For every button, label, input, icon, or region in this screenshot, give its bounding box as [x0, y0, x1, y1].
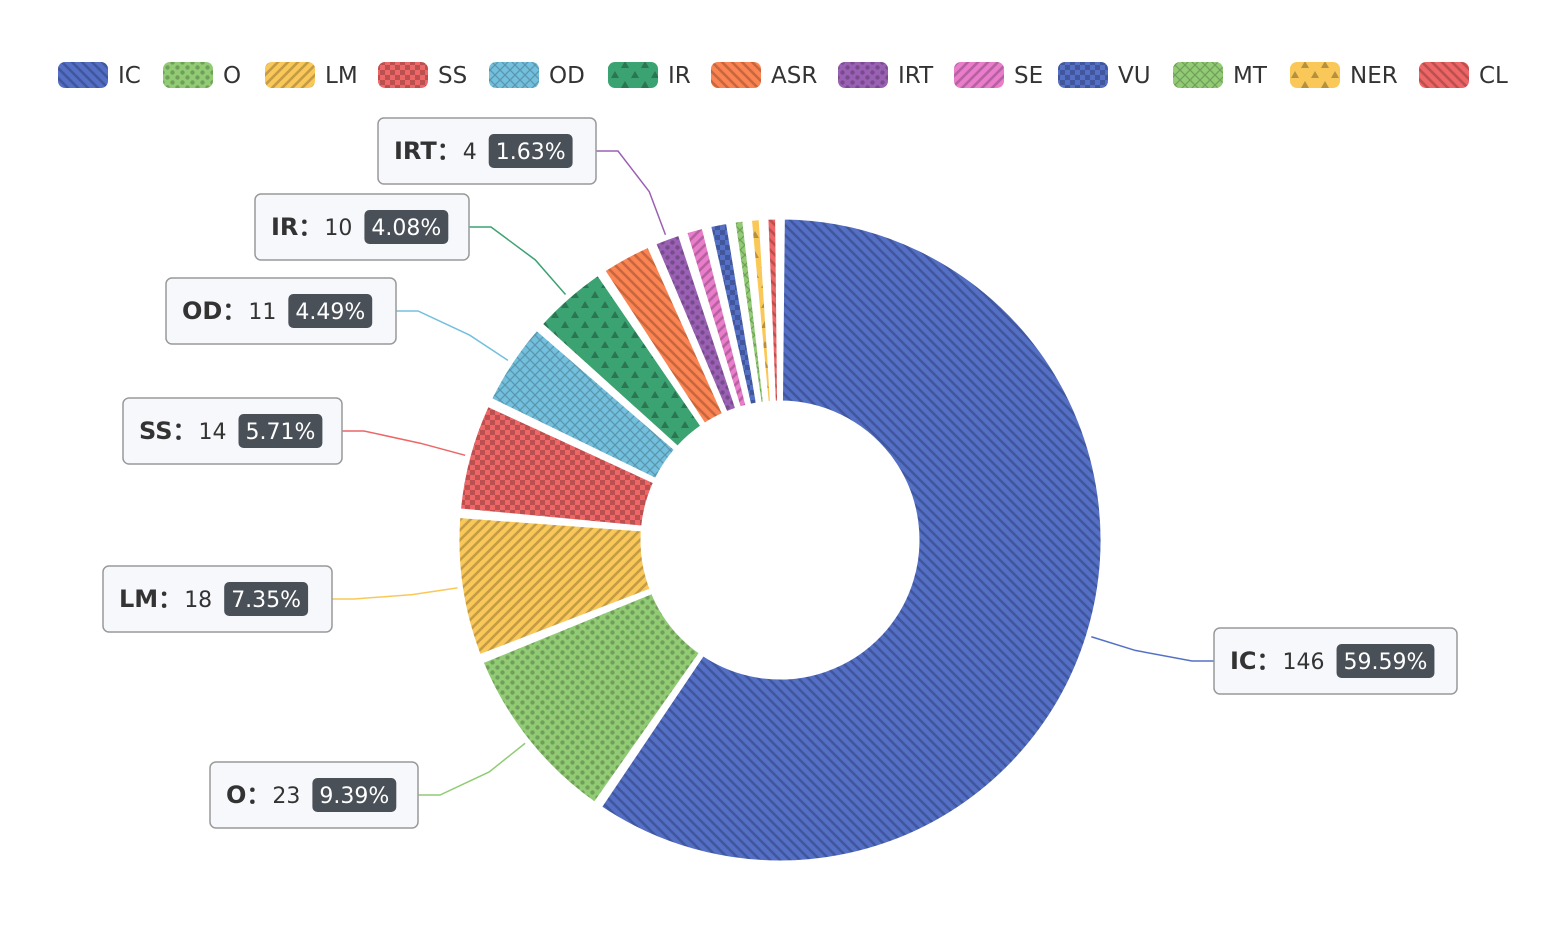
legend-label-ir: IR [668, 63, 691, 89]
callout-value-irt: 4 [463, 140, 477, 165]
leader-line-od [396, 310, 509, 362]
callout-name-ss: SS： [139, 417, 197, 445]
leader-line-ir [469, 226, 567, 295]
callout-o: O： 23 9.39% [209, 742, 526, 829]
legend-label-irt: IRT [898, 63, 934, 89]
callout-name-ir: IR： [271, 213, 322, 241]
callout-percent-badge-irt [488, 134, 573, 168]
leader-line-ic [1091, 636, 1214, 662]
legend-label-asr: ASR [771, 63, 817, 89]
callout-lm: LM： 18 7.35% [102, 565, 458, 633]
legend-label-ss: SS [438, 63, 467, 89]
slice-ner[interactable] [748, 217, 773, 405]
callout-percent-lm: 7.35% [231, 588, 301, 613]
slice-od[interactable] [488, 327, 678, 482]
callout-percent-badge-ss [238, 414, 323, 448]
callout-value-ss: 14 [199, 420, 227, 445]
donut-slices [456, 216, 1104, 864]
callout-ir: IR： 10 4.08% [254, 193, 567, 295]
callout-name-lm: LM： [119, 585, 182, 613]
legend-item-cl[interactable]: CL [1419, 62, 1508, 89]
leader-line-lm [332, 587, 458, 600]
slice-irt[interactable] [653, 232, 739, 415]
legend-swatch-ic [58, 62, 108, 88]
callout-percent-badge-ir [364, 210, 449, 244]
legend-label-o: O [223, 63, 241, 89]
legend-label-cl: CL [1479, 63, 1508, 89]
callout-value-ic: 146 [1283, 650, 1325, 675]
callout-ss: SS： 14 5.71% [122, 397, 466, 465]
callout-percent-ic: 59.59% [1344, 650, 1428, 675]
callout-percent-ir: 4.08% [371, 216, 441, 241]
legend-label-ner: NER [1350, 63, 1398, 89]
legend-swatch-o [163, 62, 213, 88]
legend-swatch-ir [608, 62, 658, 88]
callout-percent-badge-o [312, 778, 397, 812]
callout-percent-badge-od [288, 294, 373, 328]
callout-irt: IRT： 4 1.63% [377, 117, 667, 236]
legend-swatch-se [954, 62, 1004, 88]
slice-ir[interactable] [539, 272, 704, 449]
legend-swatch-cl [1419, 62, 1469, 88]
legend-swatch-mt [1173, 62, 1223, 88]
slice-ss[interactable] [457, 403, 657, 529]
callout-percent-irt: 1.63% [496, 140, 566, 165]
legend-item-irt[interactable]: IRT [838, 62, 934, 89]
legend-item-se[interactable]: SE [954, 62, 1043, 89]
legend-item-lm[interactable]: LM [265, 62, 358, 89]
legend-label-ic: IC [118, 63, 141, 89]
callout-percent-badge-ic [1336, 644, 1435, 678]
legend-item-asr[interactable]: ASR [711, 62, 817, 89]
legend-label-se: SE [1014, 63, 1043, 89]
callout-percent-ss: 5.71% [246, 420, 316, 445]
slice-cl[interactable] [765, 216, 781, 404]
leader-line-ss [342, 430, 466, 457]
legend-label-lm: LM [325, 63, 358, 89]
callout-value-od: 11 [248, 300, 276, 325]
chart-legend: IC O LM SS OD IR ASR IRT SE VU MT NER CL [58, 62, 1508, 89]
slice-callouts: IC： 146 59.59% O： 23 9.39% LM： 18 7.35% SS： 14 5.71… [102, 117, 1458, 829]
slice-ic[interactable] [598, 216, 1104, 864]
legend-swatch-vu [1058, 62, 1108, 88]
legend-swatch-od [489, 62, 539, 88]
legend-swatch-ner [1290, 62, 1340, 88]
legend-item-o[interactable]: O [163, 62, 241, 89]
legend-label-od: OD [549, 63, 585, 89]
callout-name-irt: IRT： [394, 137, 461, 165]
leader-line-o [418, 742, 526, 796]
slice-lm[interactable] [456, 515, 653, 658]
legend-item-ner[interactable]: NER [1290, 62, 1398, 89]
callout-name-ic: IC： [1230, 647, 1281, 675]
callout-ic: IC： 146 59.59% [1091, 627, 1458, 695]
legend-item-od[interactable]: OD [489, 62, 585, 89]
callout-percent-od: 4.49% [295, 300, 365, 325]
legend-item-ic[interactable]: IC [58, 62, 141, 89]
slice-se[interactable] [684, 225, 749, 410]
leader-line-irt [596, 150, 667, 236]
legend-item-mt[interactable]: MT [1173, 62, 1268, 89]
callout-percent-o: 9.39% [319, 784, 389, 809]
callout-name-od: OD： [182, 297, 246, 325]
callout-name-o: O： [226, 781, 270, 809]
legend-swatch-lm [265, 62, 315, 88]
callout-value-o: 23 [272, 784, 300, 809]
callout-value-ir: 10 [324, 216, 352, 241]
slice-vu[interactable] [708, 220, 759, 407]
legend-item-vu[interactable]: VU [1058, 62, 1151, 89]
legend-item-ss[interactable]: SS [378, 62, 467, 89]
legend-label-vu: VU [1118, 63, 1151, 89]
slice-asr[interactable] [602, 244, 726, 427]
legend-swatch-irt [838, 62, 888, 88]
callout-value-lm: 18 [184, 588, 212, 613]
slice-o[interactable] [480, 590, 703, 805]
callout-percent-badge-lm [224, 582, 309, 616]
slice-mt[interactable] [732, 218, 766, 405]
callout-od: OD： 11 4.49% [165, 277, 509, 362]
legend-swatch-asr [711, 62, 761, 88]
legend-item-ir[interactable]: IR [608, 62, 691, 89]
legend-label-mt: MT [1233, 63, 1268, 89]
legend-swatch-ss [378, 62, 428, 88]
